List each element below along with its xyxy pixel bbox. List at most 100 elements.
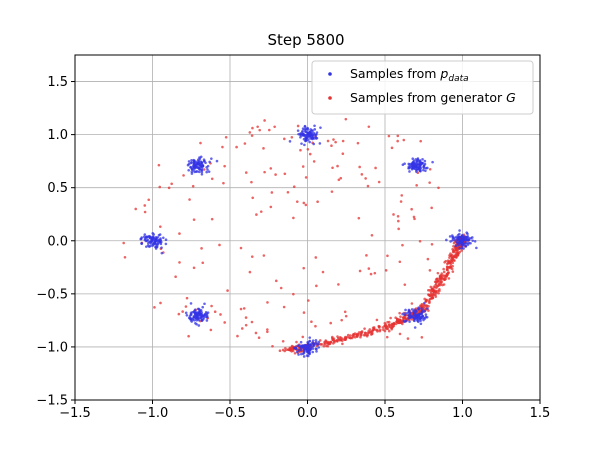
- generator-point: [147, 198, 151, 202]
- generator-point: [453, 254, 457, 257]
- generator-point: [432, 293, 436, 297]
- generator-point: [367, 267, 371, 270]
- generator-point: [302, 266, 306, 270]
- generator-point: [398, 319, 402, 322]
- generator-point: [250, 255, 254, 258]
- generator-point: [259, 210, 263, 213]
- generator-point: [387, 320, 391, 324]
- generator-point: [383, 329, 387, 333]
- data-point: [401, 312, 404, 316]
- generator-point: [403, 283, 407, 286]
- generator-point: [266, 328, 269, 331]
- generator-point: [398, 332, 402, 336]
- generator-point: [323, 342, 327, 345]
- data-point: [190, 170, 194, 173]
- data-point: [159, 242, 163, 246]
- data-point: [300, 142, 303, 145]
- generator-point: [312, 160, 316, 163]
- generator-point: [377, 326, 381, 329]
- generator-point: [281, 339, 285, 343]
- generator-point: [445, 268, 449, 272]
- data-point: [419, 322, 423, 326]
- data-point: [469, 237, 473, 240]
- data-point: [454, 244, 458, 248]
- generator-point: [286, 190, 290, 194]
- data-point: [164, 238, 168, 241]
- data-point: [459, 241, 462, 245]
- data-point: [401, 163, 405, 166]
- data-point: [458, 232, 461, 236]
- generator-point: [435, 284, 439, 288]
- generator-point: [360, 331, 364, 334]
- data-point: [189, 302, 193, 305]
- generator-point: [428, 294, 432, 297]
- generator-point: [263, 119, 266, 122]
- y-tick-label: 1.5: [47, 75, 68, 90]
- generator-point: [243, 142, 247, 145]
- generator-point: [372, 326, 376, 329]
- generator-point: [355, 335, 359, 339]
- data-point: [154, 235, 158, 239]
- generator-point: [257, 336, 261, 339]
- generator-point: [239, 307, 243, 311]
- data-point: [203, 302, 206, 306]
- generator-point: [271, 344, 274, 348]
- data-point: [206, 168, 209, 171]
- generator-point: [223, 164, 226, 168]
- data-point: [189, 313, 193, 316]
- data-point: [311, 341, 315, 345]
- generator-point: [332, 138, 335, 141]
- generator-point: [452, 245, 455, 248]
- data-point: [424, 169, 427, 173]
- generator-point: [430, 243, 434, 246]
- generator-point: [285, 348, 288, 352]
- generator-point: [388, 325, 392, 328]
- data-point: [314, 133, 318, 137]
- data-point: [303, 143, 306, 147]
- data-point: [418, 312, 422, 316]
- data-point: [423, 309, 427, 313]
- data-point: [187, 162, 191, 166]
- generator-point: [295, 340, 298, 344]
- generator-point: [435, 277, 439, 281]
- generator-point: [200, 247, 203, 250]
- generator-point: [392, 322, 396, 326]
- data-point: [158, 233, 162, 236]
- generator-point: [370, 332, 374, 336]
- data-point: [151, 243, 155, 246]
- y-tick-label: −1.5: [36, 394, 68, 409]
- generator-point: [445, 275, 448, 278]
- generator-point: [292, 185, 296, 188]
- x-tick-label: −1.5: [59, 406, 91, 421]
- data-point: [423, 166, 426, 170]
- generator-point: [210, 177, 214, 181]
- data-point: [198, 309, 202, 313]
- generator-point: [174, 275, 177, 279]
- data-point: [193, 313, 197, 316]
- data-point: [190, 172, 194, 175]
- data-point: [309, 128, 313, 131]
- generator-point: [451, 270, 455, 273]
- generator-point: [337, 283, 340, 286]
- data-point: [190, 159, 193, 162]
- generator-point: [256, 125, 259, 129]
- generator-point: [250, 320, 254, 324]
- axis-ticks: −1.5 −1.0 −0.5 0.0 0.5 1.0 1.5 −1.5 −1.0 −0.5 0.0 0…: [36, 75, 550, 421]
- generator-point: [143, 204, 147, 207]
- generator-point: [266, 301, 269, 304]
- generator-point: [244, 323, 248, 327]
- generator-point: [283, 137, 286, 141]
- data-point: [420, 307, 423, 310]
- data-point: [198, 163, 201, 166]
- generator-point: [341, 152, 345, 156]
- data-point: [419, 315, 422, 318]
- data-point: [448, 235, 452, 238]
- data-point: [304, 137, 308, 140]
- generator-point: [371, 329, 374, 332]
- generator-point: [401, 243, 404, 247]
- generator-point: [384, 269, 388, 272]
- generator-point: [357, 331, 361, 334]
- data-point: [303, 347, 307, 351]
- data-point: [196, 317, 200, 321]
- generator-point: [444, 259, 448, 263]
